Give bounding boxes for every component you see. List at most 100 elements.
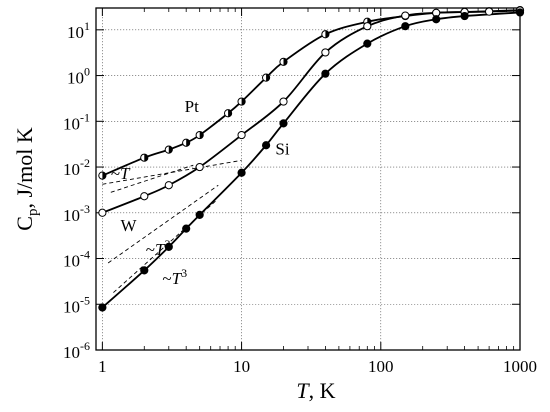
annotation-tilde: ~ [146,240,155,259]
x-tick-label: 100 [368,357,394,376]
y-axis-base: C [12,216,37,231]
w-point [237,130,246,140]
pt-point-half [325,30,329,38]
x-tick-labels: 1 10 100 1000 [98,357,537,376]
y-tick-mantissa: 10 [63,343,80,362]
annotation-exponent: 3 [181,266,187,280]
pt-point-half [283,58,288,66]
pt-point-half [199,131,204,139]
y-axis-sub: p [25,209,41,217]
x-tick-label: 10 [233,357,250,376]
pt-point [223,109,233,118]
si-curve [101,11,521,309]
pt-point-half [228,109,232,117]
w-point [363,22,372,31]
y-tick-exponent: -4 [80,248,90,262]
si-point [140,266,149,275]
pt-point-half [144,154,148,162]
w-point [401,11,410,20]
x-axis-label: T, K [296,378,335,403]
pt-point-half [168,146,173,154]
w-series-label: W [121,216,138,235]
asymptote-line [107,184,219,264]
y-tick-label: 10-4 [63,248,90,271]
y-tick-label: 10-6 [63,339,90,362]
y-axis-label: Cp, J/mol K [12,127,41,231]
y-tick-mantissa: 10 [63,114,80,133]
pt-point-half [241,97,246,106]
pt-point-half [266,74,270,82]
annotation-exponent: 3 [164,237,170,251]
si-point [279,119,288,128]
pt-series-label: Pt [185,97,199,116]
w-point [195,162,204,172]
x-tick-label: 1000 [503,357,537,376]
pt-point [321,30,330,39]
w-point [98,208,107,217]
asymptote-line [110,164,194,193]
pt-point-half [186,139,190,147]
si-point [460,11,469,21]
y-tick-exponent: -5 [80,293,90,307]
y-tick-label: 10-3 [63,202,90,225]
y-tick-exponent: -3 [80,202,90,216]
x-tick-label: 1 [98,357,107,376]
y-tick-exponent: -2 [80,156,90,170]
pt-point [237,97,246,106]
y-tick-mantissa: 10 [63,206,80,225]
annotation-var: T [155,240,166,259]
annotation-tilde: ~ [162,269,171,288]
si-point [98,303,107,312]
y-tick-exponent: -1 [80,110,90,124]
x-axis-unit: , K [309,378,336,403]
y-tick-mantissa: 10 [67,69,84,88]
pt-point [164,145,173,154]
y-tick-exponent: -6 [80,339,90,353]
y-tick-mantissa: 10 [63,297,80,316]
x-axis-var: T [296,378,310,403]
pt-point [98,171,107,180]
y-tick-label: 100 [67,65,90,88]
pt-point [182,138,191,147]
y-tick-mantissa: 10 [67,23,84,42]
annotation-tilde: ~ [111,164,120,183]
w-point [279,97,288,106]
data-markers [98,5,525,312]
pt-point [279,57,288,66]
si-series-label: Si [275,139,289,158]
annotation-var: T [120,164,131,183]
si-point [515,8,525,17]
plot-frame [95,7,521,351]
w-point [485,7,494,16]
si-point [195,210,204,219]
y-tick-label: 10-1 [63,110,90,133]
series-labels: Pt W Si [121,97,290,235]
y-tick-mantissa: 10 [63,252,80,271]
y-axis-rest: , J/mol K [12,127,37,208]
annotation-var: T [172,269,183,288]
grid [96,8,520,350]
si-point [261,141,271,150]
power-law-annotation: ~T3 [162,266,187,288]
y-tick-mantissa: 10 [63,160,80,179]
y-tick-label: 10-5 [63,293,90,316]
y-tick-label: 101 [67,19,90,42]
y-tick-exponent: 0 [84,65,90,79]
pt-point [140,153,149,162]
pt-point [195,130,204,140]
si-point [237,168,246,177]
pt-point-half [102,171,106,180]
w-point [164,181,173,190]
si-point [321,69,330,78]
pt-point [261,73,271,82]
axis-ticks [96,8,521,351]
si-point [401,22,410,31]
si-point [363,39,372,48]
w-curve [102,9,521,214]
si-point [432,15,441,24]
w-point [321,48,330,57]
power-law-annotation: ~T3 [146,237,171,259]
